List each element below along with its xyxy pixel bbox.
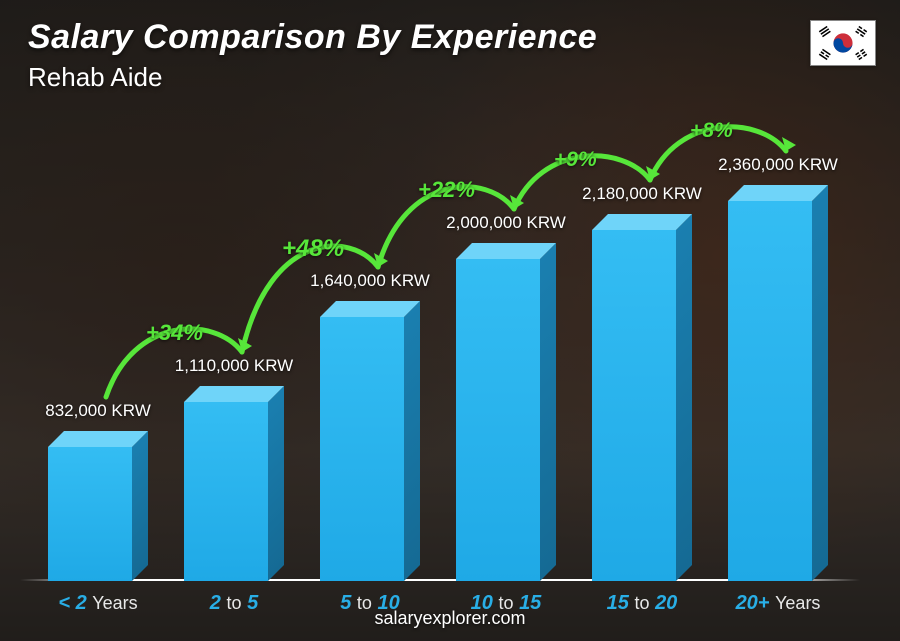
bar xyxy=(728,201,828,581)
bar-side xyxy=(676,214,692,581)
bar-side xyxy=(404,301,420,581)
bar-value-label: 2,360,000 KRW xyxy=(718,155,838,175)
bar-value-label: 2,180,000 KRW xyxy=(582,184,702,204)
bar xyxy=(456,259,556,581)
bar-slot: 2,180,000 KRW15 to 20 xyxy=(574,170,710,581)
chart-title: Salary Comparison By Experience xyxy=(28,18,597,57)
bar-front xyxy=(48,447,132,581)
bar-slot: 832,000 KRW< 2 Years xyxy=(30,387,166,581)
footer-source: salaryexplorer.com xyxy=(0,608,900,629)
south-korea-flag-icon xyxy=(810,20,876,66)
chart-subtitle: Rehab Aide xyxy=(28,62,162,93)
bar-slot: 1,110,000 KRW2 to 5 xyxy=(166,342,302,581)
bar-side xyxy=(268,386,284,581)
bar xyxy=(320,317,420,581)
growth-label: +8% xyxy=(690,119,733,143)
bar-top xyxy=(48,431,148,447)
bar-front xyxy=(320,317,404,581)
bar-slot: 2,000,000 KRW10 to 15 xyxy=(438,199,574,581)
bar-front xyxy=(592,230,676,581)
bar-top xyxy=(728,185,828,201)
chart-canvas: Salary Comparison By Experience Rehab Ai… xyxy=(0,0,900,641)
bar-top xyxy=(456,243,556,259)
bar-chart: 832,000 KRW< 2 Years1,110,000 KRW2 to 51… xyxy=(30,111,850,581)
bar xyxy=(592,230,692,581)
bar-slot: 1,640,000 KRW5 to 10 xyxy=(302,257,438,581)
bar-side xyxy=(540,243,556,581)
bar xyxy=(184,402,284,581)
bar xyxy=(48,447,148,581)
bar-value-label: 1,110,000 KRW xyxy=(175,356,293,376)
bar-top xyxy=(184,386,284,402)
bar-side xyxy=(132,431,148,581)
bar-slot: 2,360,000 KRW20+ Years xyxy=(710,141,846,581)
bar-front xyxy=(728,201,812,581)
growth-label: +9% xyxy=(554,148,597,172)
bar-value-label: 2,000,000 KRW xyxy=(446,213,566,233)
bar-value-label: 832,000 KRW xyxy=(45,401,151,421)
bar-front xyxy=(456,259,540,581)
bar-value-label: 1,640,000 KRW xyxy=(310,271,430,291)
bar-side xyxy=(812,185,828,581)
bar-top xyxy=(320,301,420,317)
bar-top xyxy=(592,214,692,230)
bar-front xyxy=(184,402,268,581)
